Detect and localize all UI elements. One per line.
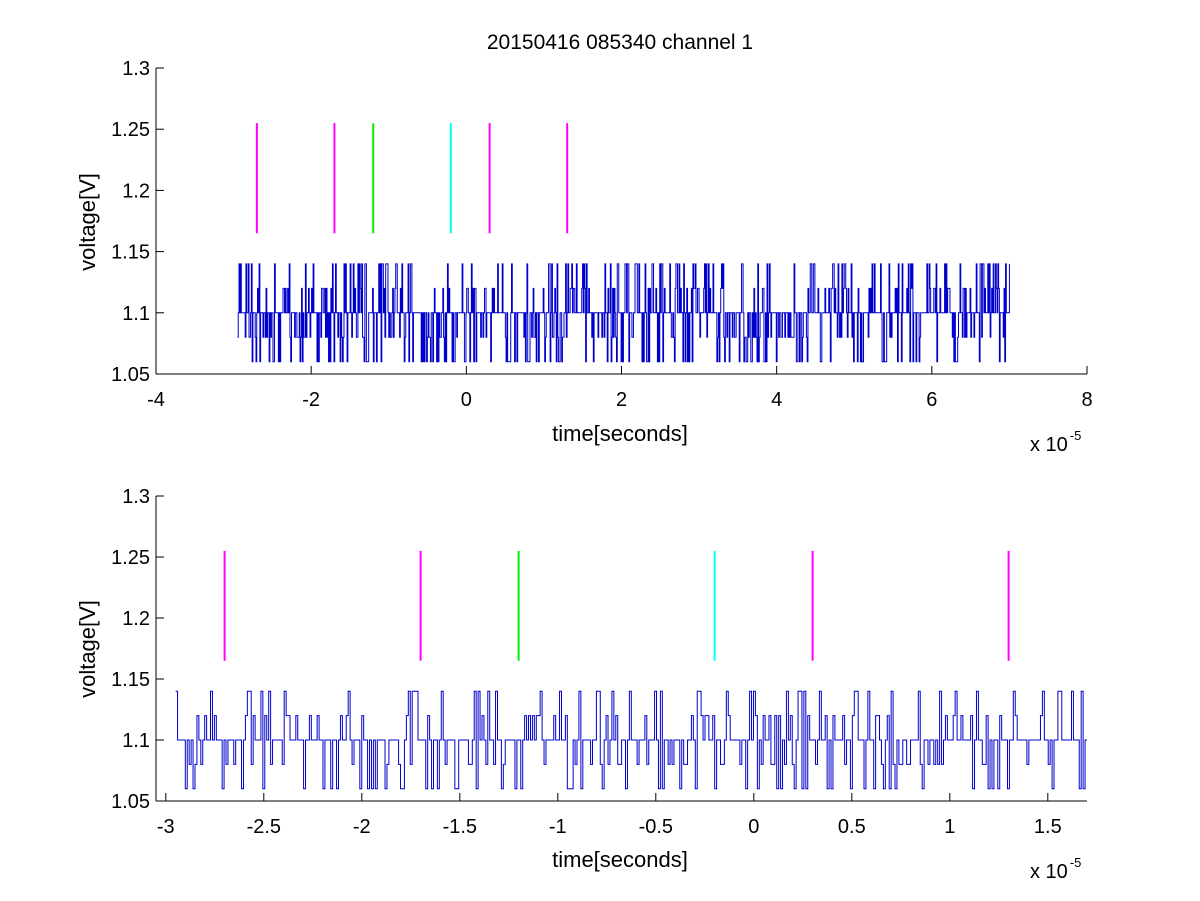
bottom-plot-xtick-label: -1.5 xyxy=(443,816,477,838)
top-plot-ytick-label: 1.05 xyxy=(111,364,150,386)
bottom-plot-x-exponent-power: -5 xyxy=(1070,855,1082,870)
top-plot-ytick-label: 1.15 xyxy=(111,242,150,264)
top-plot-xtick-label: 0 xyxy=(461,389,472,411)
top-plot-ytick-label: 1.2 xyxy=(122,180,150,202)
top-plot-ytick-label: 1.25 xyxy=(111,119,150,141)
top-plot-xtick-label: -4 xyxy=(147,389,165,411)
top-plot-trace xyxy=(237,263,1010,363)
bottom-plot-xtick-label: -1 xyxy=(549,816,567,838)
bottom-plot-xtick-label: -2 xyxy=(353,816,371,838)
bottom-plot-xtick-label: 0.5 xyxy=(838,816,866,838)
top-plot-x-exponent-label: x 10 -5 xyxy=(1030,428,1081,456)
bottom-plot-ytick-label: 1.05 xyxy=(111,791,150,813)
bottom-plot-axes: -3 -2.5 -2 -1.5 -1 -0.5 0 0.5 1 1.5 1.05 1.1 1.15 1.2… xyxy=(111,486,1087,838)
top-plot-xtick-label: 2 xyxy=(616,389,627,411)
bottom-plot-xtick-label: 1.5 xyxy=(1034,816,1062,838)
bottom-plot: -3 -2.5 -2 -1.5 -1 -0.5 0 0.5 1 1.5 1.05 1.1 1.15 1.2… xyxy=(75,486,1087,883)
top-plot-xtick-label: 6 xyxy=(926,389,937,411)
bottom-plot-xtick-label: -3 xyxy=(157,816,175,838)
bottom-plot-ylabel: voltage[V] xyxy=(75,600,100,698)
bottom-plot-markers xyxy=(223,550,1010,661)
top-plot-ytick-label: 1.1 xyxy=(122,303,150,325)
bottom-plot-ytick-label: 1.15 xyxy=(111,669,150,691)
top-plot-axes: -4 -2 0 2 4 6 8 1.05 1.1 1.15 1.2 1.25 1.3 xyxy=(111,58,1093,411)
bottom-plot-xtick-label: 0 xyxy=(748,816,759,838)
figure-title: 20150416 085340 channel 1 xyxy=(487,31,753,54)
top-plot-xtick-label: -2 xyxy=(302,389,320,411)
top-plot-xtick-label: 8 xyxy=(1081,389,1092,411)
bottom-plot-ytick-label: 1.25 xyxy=(111,547,150,569)
bottom-plot-ytick-label: 1.1 xyxy=(122,730,150,752)
top-plot-x-exponent-power: -5 xyxy=(1070,428,1082,443)
top-plot-ylabel: voltage[V] xyxy=(75,173,100,271)
bottom-plot-trace-line xyxy=(175,690,1087,790)
bottom-plot-xtick-label: 1 xyxy=(944,816,955,838)
top-plot-x-exponent-base: x 10 xyxy=(1030,434,1068,456)
top-plot: -4 -2 0 2 4 6 8 1.05 1.1 1.15 1.2 1.25 1.3 time[seco… xyxy=(75,58,1093,456)
bottom-plot-ytick-label: 1.3 xyxy=(122,486,150,508)
top-plot-xtick-label: 4 xyxy=(771,389,782,411)
bottom-plot-xlabel: time[seconds] xyxy=(552,847,688,872)
top-plot-xlabel: time[seconds] xyxy=(552,421,688,446)
bottom-plot-ytick-label: 1.2 xyxy=(122,608,150,630)
bottom-plot-trace xyxy=(175,690,1087,790)
bottom-plot-x-exponent-base: x 10 xyxy=(1030,861,1068,883)
bottom-plot-xtick-label: -2.5 xyxy=(247,816,281,838)
top-plot-ytick-label: 1.3 xyxy=(122,58,150,80)
bottom-plot-xtick-label: -0.5 xyxy=(639,816,673,838)
bottom-plot-x-exponent-label: x 10 -5 xyxy=(1030,855,1081,883)
top-plot-markers xyxy=(255,123,569,234)
top-plot-trace-line xyxy=(237,263,1010,363)
